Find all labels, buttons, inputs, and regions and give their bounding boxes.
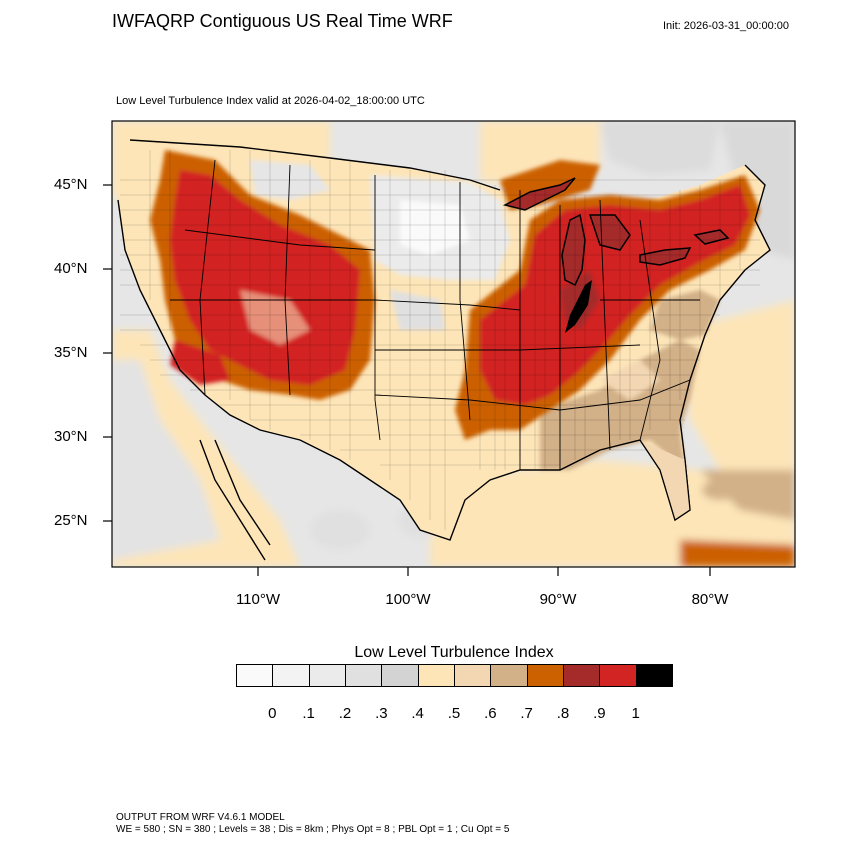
legend-swatch [563, 664, 601, 687]
legend-label: .4 [411, 705, 424, 722]
map-subtitle: Low Level Turbulence Index valid at 2026… [116, 95, 425, 107]
florida [639, 439, 691, 521]
lon-label-100: 100°W [385, 591, 431, 608]
legend-swatch [454, 664, 492, 687]
legend-swatch [236, 664, 274, 687]
legend-label: .7 [520, 705, 533, 722]
axis-ticks [103, 184, 711, 576]
legend-label: .9 [593, 705, 606, 722]
legend-swatch [490, 664, 528, 687]
legend-label: .6 [484, 705, 497, 722]
legend-swatch [417, 664, 455, 687]
page-title: IWFAQRP Contiguous US Real Time WRF [112, 11, 453, 31]
legend-swatch [635, 664, 673, 687]
footer-config: WE = 580 ; SN = 380 ; Levels = 38 ; Dis … [116, 824, 510, 835]
legend-label: 0 [268, 705, 277, 722]
lon-label-90: 90°W [539, 591, 577, 608]
legend-label: .1 [302, 705, 315, 722]
legend-swatch [599, 664, 637, 687]
legend-label: .5 [447, 705, 461, 722]
lat-label-35: 35°N [54, 344, 88, 361]
legend-title: Low Level Turbulence Index [354, 644, 554, 661]
legend-swatch [308, 664, 346, 687]
legend-label: .8 [556, 705, 570, 722]
legend-swatch [345, 664, 383, 687]
legend-swatch [272, 664, 310, 687]
legend-label: .2 [338, 705, 352, 722]
lat-label-45: 45°N [54, 176, 88, 193]
lat-label-40: 40°N [54, 260, 88, 277]
lat-label-25: 25°N [54, 512, 88, 529]
lat-label-30: 30°N [54, 428, 88, 445]
map-field [112, 121, 795, 567]
lon-label-80: 80°W [691, 591, 729, 608]
map-frame [111, 120, 796, 568]
legend-label: 1 [631, 705, 640, 722]
legend-swatch [526, 664, 564, 687]
county-lines [120, 150, 760, 530]
peak-value-spot [565, 280, 592, 333]
legend-swatch [381, 664, 419, 687]
init-time: Init: 2026-03-31_00:00:00 [663, 20, 789, 32]
footer-model: OUTPUT FROM WRF V4.6.1 MODEL [116, 812, 285, 823]
legend-label: .3 [375, 705, 388, 722]
lon-label-110: 110°W [235, 591, 281, 608]
